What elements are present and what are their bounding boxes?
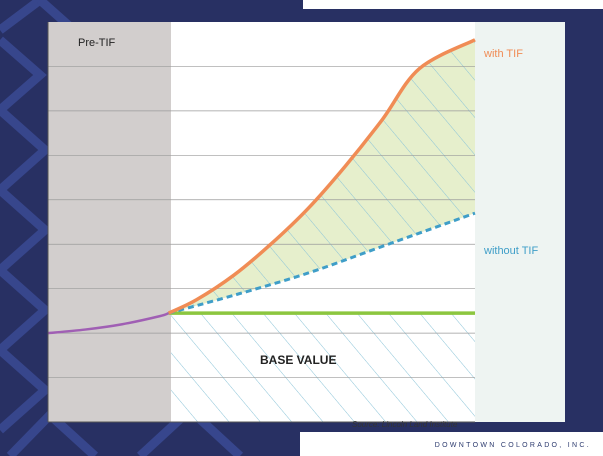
without-tif-label: without TIF: [483, 245, 538, 257]
series-line-without-tif: [168, 211, 476, 315]
pre-tif-label: Pre-TIF: [78, 37, 116, 49]
chart: Pre-TIF with TIF without TIF BASE VALUE …: [47, 22, 565, 429]
footer-white-band: [300, 432, 603, 456]
series-line-with-tif: [167, 38, 476, 315]
series-line-pre-tif: [47, 311, 170, 335]
base-value-label: BASE VALUE: [260, 353, 336, 367]
with-tif-label: with TIF: [483, 48, 523, 60]
footer-org-name: DOWNTOWN COLORADO, INC.: [434, 442, 591, 449]
pre-tif-band: [48, 22, 171, 422]
base-value-region: [171, 313, 475, 422]
source-note: Source: Lincoln Land Institute: [352, 420, 458, 429]
tif-increment-hatch: [168, 39, 475, 314]
gridlines: [48, 66, 475, 378]
right-panel: [475, 22, 565, 422]
top-white-band: [303, 0, 603, 9]
